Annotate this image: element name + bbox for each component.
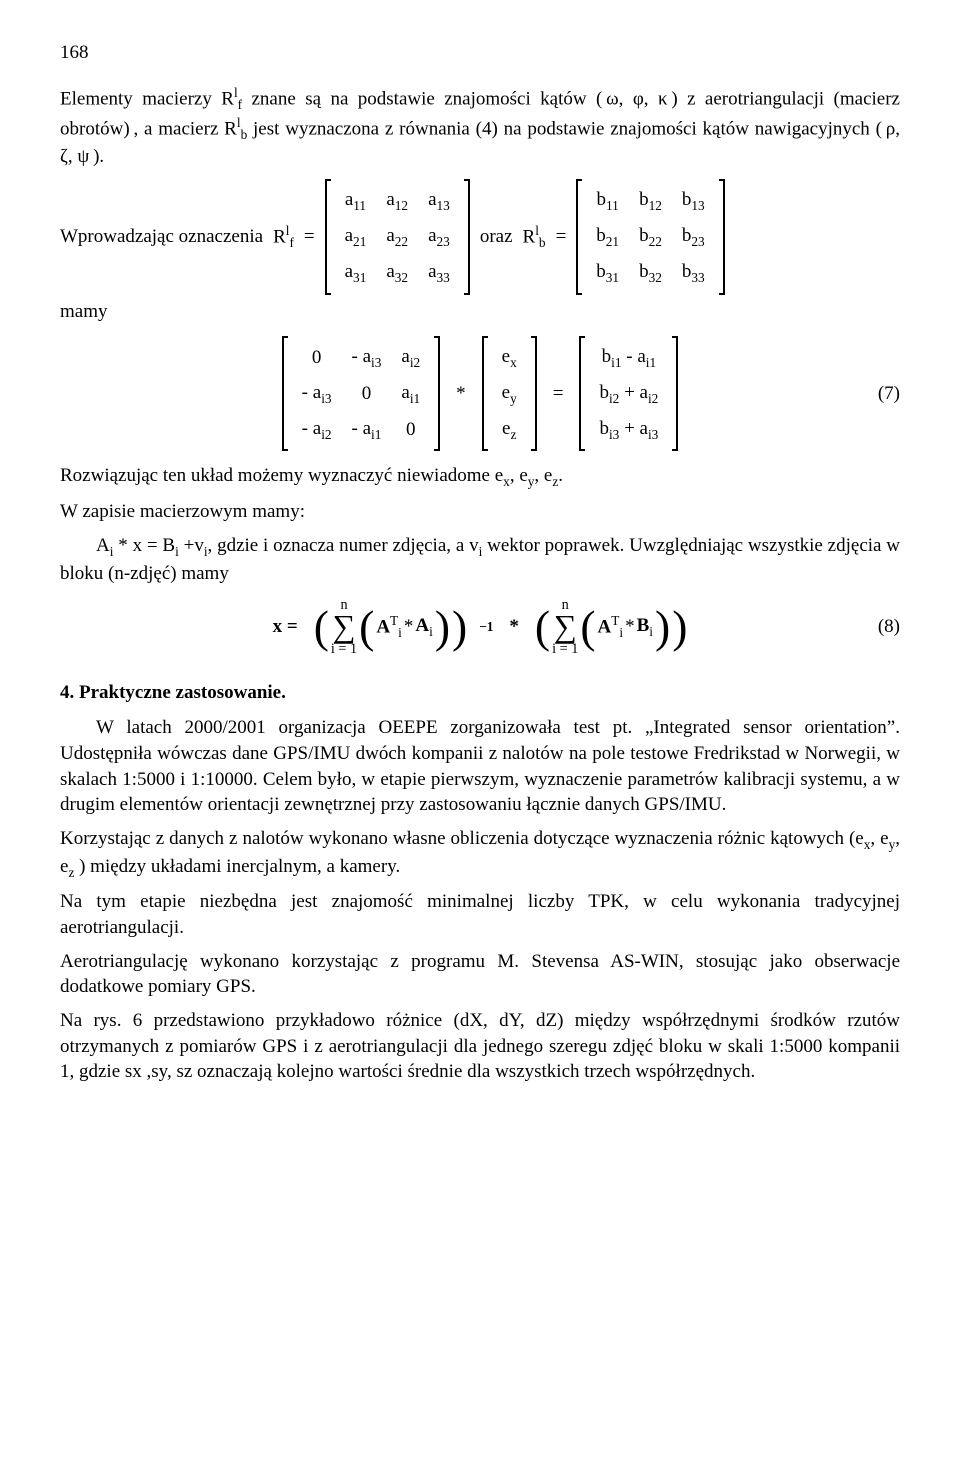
sigma-1: n ∑ i = 1: [331, 598, 357, 656]
text: , gdzie i oznacza numer zdjęcia, a v: [208, 535, 479, 556]
text: Rozwiązując ten układ możemy wyznaczyć n…: [60, 465, 503, 486]
text: R: [273, 226, 286, 247]
term-b2: Bi: [637, 613, 653, 641]
sub: x: [503, 474, 510, 489]
eq-sign: =: [553, 381, 564, 407]
sub: f: [289, 235, 293, 250]
paragraph-3: W latach 2000/2001 organizacja OEEPE zor…: [60, 715, 900, 818]
text: A: [96, 535, 110, 556]
sub: i: [619, 625, 623, 640]
text: .: [558, 465, 563, 486]
matrix-b: b11b12b13b21b22b23b31b32b33: [576, 179, 724, 294]
paragraph-solve: Rozwiązując ten układ możemy wyznaczyć n…: [60, 463, 900, 491]
sigma-2: n ∑ i = 1: [552, 598, 578, 656]
term-a1: ATi: [376, 612, 402, 642]
star: *: [404, 614, 414, 640]
inner-paren-r: ): [435, 609, 450, 645]
eq-sign: =: [556, 224, 567, 250]
section-4-title: 4. Praktyczne zastosowanie.: [60, 680, 900, 706]
sigma-icon: ∑: [554, 612, 577, 641]
paragraph-matrixnote: W zapisie macierzowym mamy:: [60, 499, 900, 525]
equation-8: x = ( n ∑ i = 1 ( ATi * Ai ) ) −1 * ( n …: [60, 598, 900, 656]
matrix-a: a11a12a13a21a22a23a31a32a33: [325, 179, 470, 294]
paren-group-2: ( n ∑ i = 1 ( ATi * Bi ) ): [535, 598, 687, 656]
text: Wprowadzając oznaczenia: [60, 224, 263, 250]
text: , e: [510, 465, 528, 486]
exponent: −1: [479, 618, 493, 636]
symbol-rf: Rlf: [273, 222, 294, 252]
paragraph-7: Na rys. 6 przedstawiono przykładowo różn…: [60, 1008, 900, 1085]
text: A: [376, 616, 390, 637]
matrix-rhs: bi1 - ai1bi2 + ai2bi3 + ai3: [579, 336, 678, 451]
star: *: [456, 381, 466, 407]
text: A: [415, 615, 429, 636]
sigma-icon: ∑: [332, 612, 355, 641]
paren-left: (: [314, 609, 329, 645]
inner-paren-r: ): [655, 609, 670, 645]
text: +v: [179, 535, 204, 556]
paren-group-1: ( n ∑ i = 1 ( ATi * Ai ) ): [314, 598, 468, 656]
page-number: 168: [60, 40, 900, 66]
sum-bot: i = 1: [552, 642, 578, 656]
text: Korzystając z danych z nalotów wykonano …: [60, 828, 864, 849]
x-eq: x =: [273, 614, 298, 640]
paren-right: ): [452, 609, 467, 645]
symbol-rb: Rlb: [523, 222, 546, 252]
sum-bot: i = 1: [331, 642, 357, 656]
text: R: [523, 226, 536, 247]
text-mamy: mamy: [60, 299, 900, 325]
paren-left: (: [535, 609, 550, 645]
text: , e: [534, 465, 552, 486]
paragraph-matrixeq: Ai * x = Bi +vi, gdzie i oznacza numer z…: [60, 533, 900, 586]
paragraph-6: Aerotriangulację wykonano korzystając z …: [60, 949, 900, 1000]
definition-line: Wprowadzając oznaczenia Rlf = a11a12a13a…: [60, 179, 900, 294]
equation-number: (7): [878, 381, 900, 407]
text: , e: [870, 828, 888, 849]
sub: b: [539, 235, 546, 250]
star: *: [509, 614, 519, 640]
paragraph-1: Elementy macierzy Rlf znane są na podsta…: [60, 84, 900, 170]
text: B: [637, 615, 650, 636]
sub: i: [429, 624, 433, 639]
matrix-evec: exeyez: [482, 336, 537, 451]
text: A: [598, 616, 612, 637]
sub: i: [649, 624, 653, 639]
term-b1: ATi: [598, 612, 624, 642]
text: Elementy macierzy R: [60, 88, 234, 109]
text: ) między układami inercjalnym, a kamery.: [74, 856, 400, 877]
text-oraz: oraz: [480, 224, 513, 250]
equation-7: 0- ai3ai2- ai30ai1- ai2- ai10 * exeyez =…: [60, 336, 900, 451]
matrix-lhs: 0- ai3ai2- ai30ai1- ai2- ai10: [282, 336, 441, 451]
star: *: [625, 614, 635, 640]
term-a2: Ai: [415, 613, 432, 641]
equation-number: (8): [878, 614, 900, 640]
paragraph-5: Na tym etapie niezbędna jest znajomość m…: [60, 889, 900, 940]
inner-paren-l: (: [359, 609, 374, 645]
paragraph-4: Korzystając z danych z nalotów wykonano …: [60, 826, 900, 881]
inner-paren-l: (: [580, 609, 595, 645]
eq-sign: =: [304, 224, 315, 250]
text: * x = B: [113, 535, 175, 556]
paren-right: ): [672, 609, 687, 645]
sub: i: [398, 625, 402, 640]
sup: T: [390, 613, 398, 628]
